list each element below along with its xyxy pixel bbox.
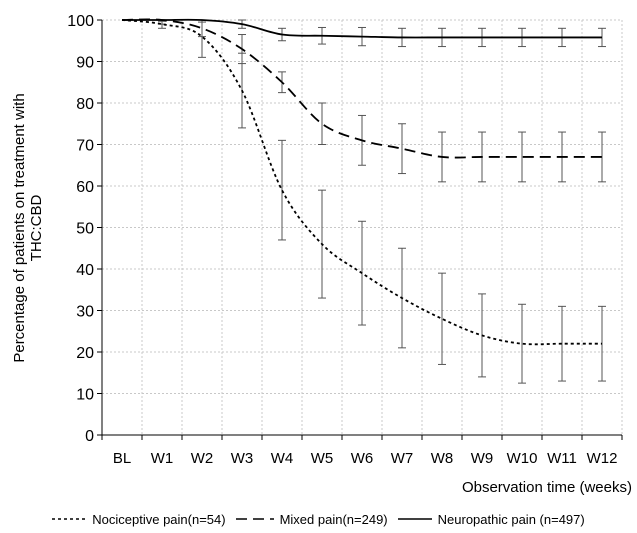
- x-tick-label: W2: [191, 450, 214, 467]
- y-axis-label-line-1: Percentage of patients on treatment with: [11, 93, 28, 362]
- y-tick-label: 50: [76, 221, 94, 238]
- legend-label-mixed: Mixed pain(n=249): [279, 511, 388, 527]
- x-tick-label: W7: [391, 450, 414, 467]
- y-tick-label: 60: [76, 179, 94, 196]
- y-axis-label-line-2: THC:CBD: [28, 195, 45, 262]
- x-tick-label: W11: [547, 450, 577, 467]
- x-tick-label: W3: [231, 450, 254, 467]
- x-tick-label: W5: [311, 450, 334, 467]
- legend-item-mixed: Mixed pain(n=249): [235, 511, 388, 527]
- legend-swatch-dotted: [52, 518, 87, 520]
- x-tick-label: W1: [151, 450, 174, 467]
- legend-label-nociceptive: Nociceptive pain(n=54): [92, 511, 226, 527]
- x-axis-label: Observation time (weeks): [462, 479, 632, 496]
- y-tick-label: 80: [76, 96, 94, 113]
- x-tick-label: W12: [587, 450, 618, 467]
- line-chart: 0 10 20 30 40 50 60 70 80 90 100 BL W1 W2 W3 W4 W5 W6 W7 W…: [11, 13, 632, 496]
- legend-item-neuropathic: Neuropathic pain (n=497): [397, 511, 585, 527]
- series-lines: [121, 18, 602, 346]
- legend-item-nociceptive: Nociceptive pain(n=54): [52, 511, 226, 527]
- y-tick-label: 100: [67, 13, 94, 30]
- y-tick-labels: 0 10 20 30 40 50 60 70 80 90 100: [67, 13, 94, 445]
- x-tick-label: W8: [431, 450, 454, 467]
- y-tick-label: 90: [76, 55, 94, 72]
- y-tick-label: 30: [76, 304, 94, 321]
- gridlines: [102, 19, 623, 435]
- x-tick-label: W10: [507, 450, 538, 467]
- legend: Nociceptive pain(n=54) Mixed pain(n=249)…: [0, 508, 637, 530]
- y-tick-label: 10: [76, 387, 94, 404]
- legend-label-neuropathic: Neuropathic pain (n=497): [437, 511, 585, 527]
- y-tick-label: 70: [76, 138, 94, 155]
- series-line-solid: [121, 18, 602, 39]
- y-tick-label: 0: [85, 428, 94, 445]
- x-tick-label: W4: [271, 450, 294, 467]
- x-tick-label: W9: [471, 450, 494, 467]
- legend-swatch-dashed: [235, 518, 274, 520]
- legend-swatch-solid: [397, 518, 432, 520]
- x-tick-labels: BL W1 W2 W3 W4 W5 W6 W7 W8 W9 W10 W11 W12: [113, 450, 618, 467]
- y-tick-label: 20: [76, 345, 94, 362]
- series-line-dashed: [121, 18, 602, 159]
- x-tick-label: BL: [113, 450, 131, 467]
- y-tick-label: 40: [76, 262, 94, 279]
- axes: [97, 19, 623, 440]
- x-tick-label: W6: [351, 450, 374, 467]
